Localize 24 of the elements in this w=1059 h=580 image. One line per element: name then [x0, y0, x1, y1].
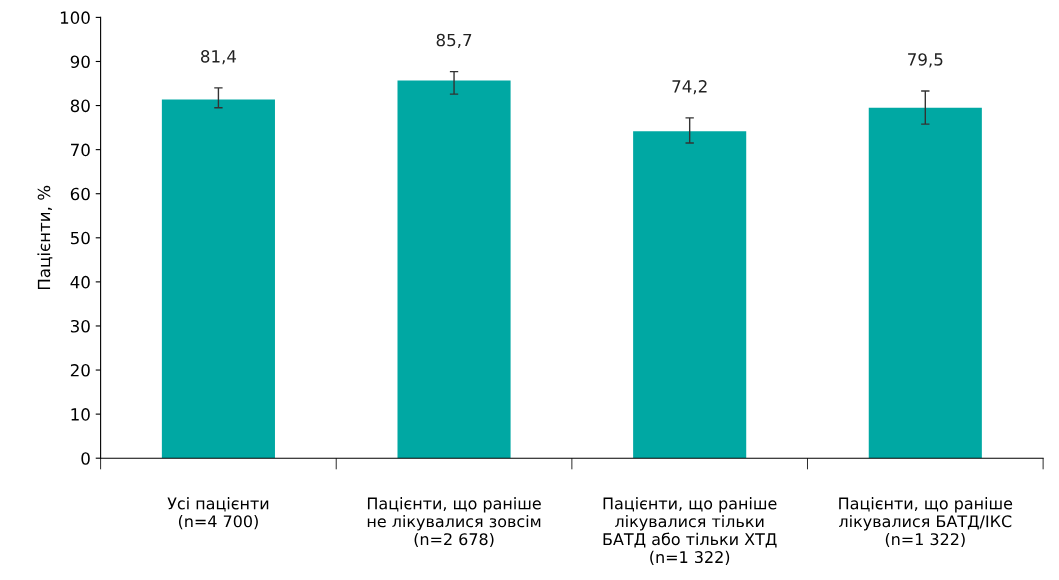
y-tick-label: 20 — [70, 364, 90, 377]
y-tick-label: 10 — [71, 408, 90, 421]
data-label: 81,4 — [200, 50, 237, 65]
y-tick-label: 40 — [70, 275, 90, 289]
y-tick-label: 90 — [70, 55, 90, 69]
y-tick-label: 60 — [70, 187, 90, 201]
bar — [161, 99, 275, 459]
data-label: 74,2 — [672, 80, 707, 95]
y-tick-label: 0 — [81, 452, 90, 465]
y-tick-label: 50 — [70, 231, 90, 245]
y-tick-label: 100 — [60, 11, 90, 24]
data-label: 79,5 — [908, 53, 943, 68]
y-tick-label: 30 — [70, 319, 90, 333]
data-label: 85,7 — [436, 33, 472, 49]
y-axis-title: Пацієнти, % — [37, 185, 53, 290]
y-tick-label: 70 — [71, 143, 90, 157]
x-tick-label: Усі пацієнти (n=4 700) — [167, 497, 269, 530]
x-tick-label: Пацієнти, що раніше лікувалися тільки БАТД або тільки ХТД (n=1 322) — [603, 497, 777, 565]
bar — [397, 80, 511, 459]
x-tick-label: Пацієнти, що раніше лікувалися БАТД/ІКС (n=1 322) — [839, 497, 1013, 548]
y-tick-label: 80 — [70, 99, 90, 113]
bar — [633, 131, 747, 459]
x-tick-label: Пацієнти, що раніше не лікувалися зовсім (n=2 678) — [367, 497, 541, 548]
bar — [868, 107, 982, 459]
